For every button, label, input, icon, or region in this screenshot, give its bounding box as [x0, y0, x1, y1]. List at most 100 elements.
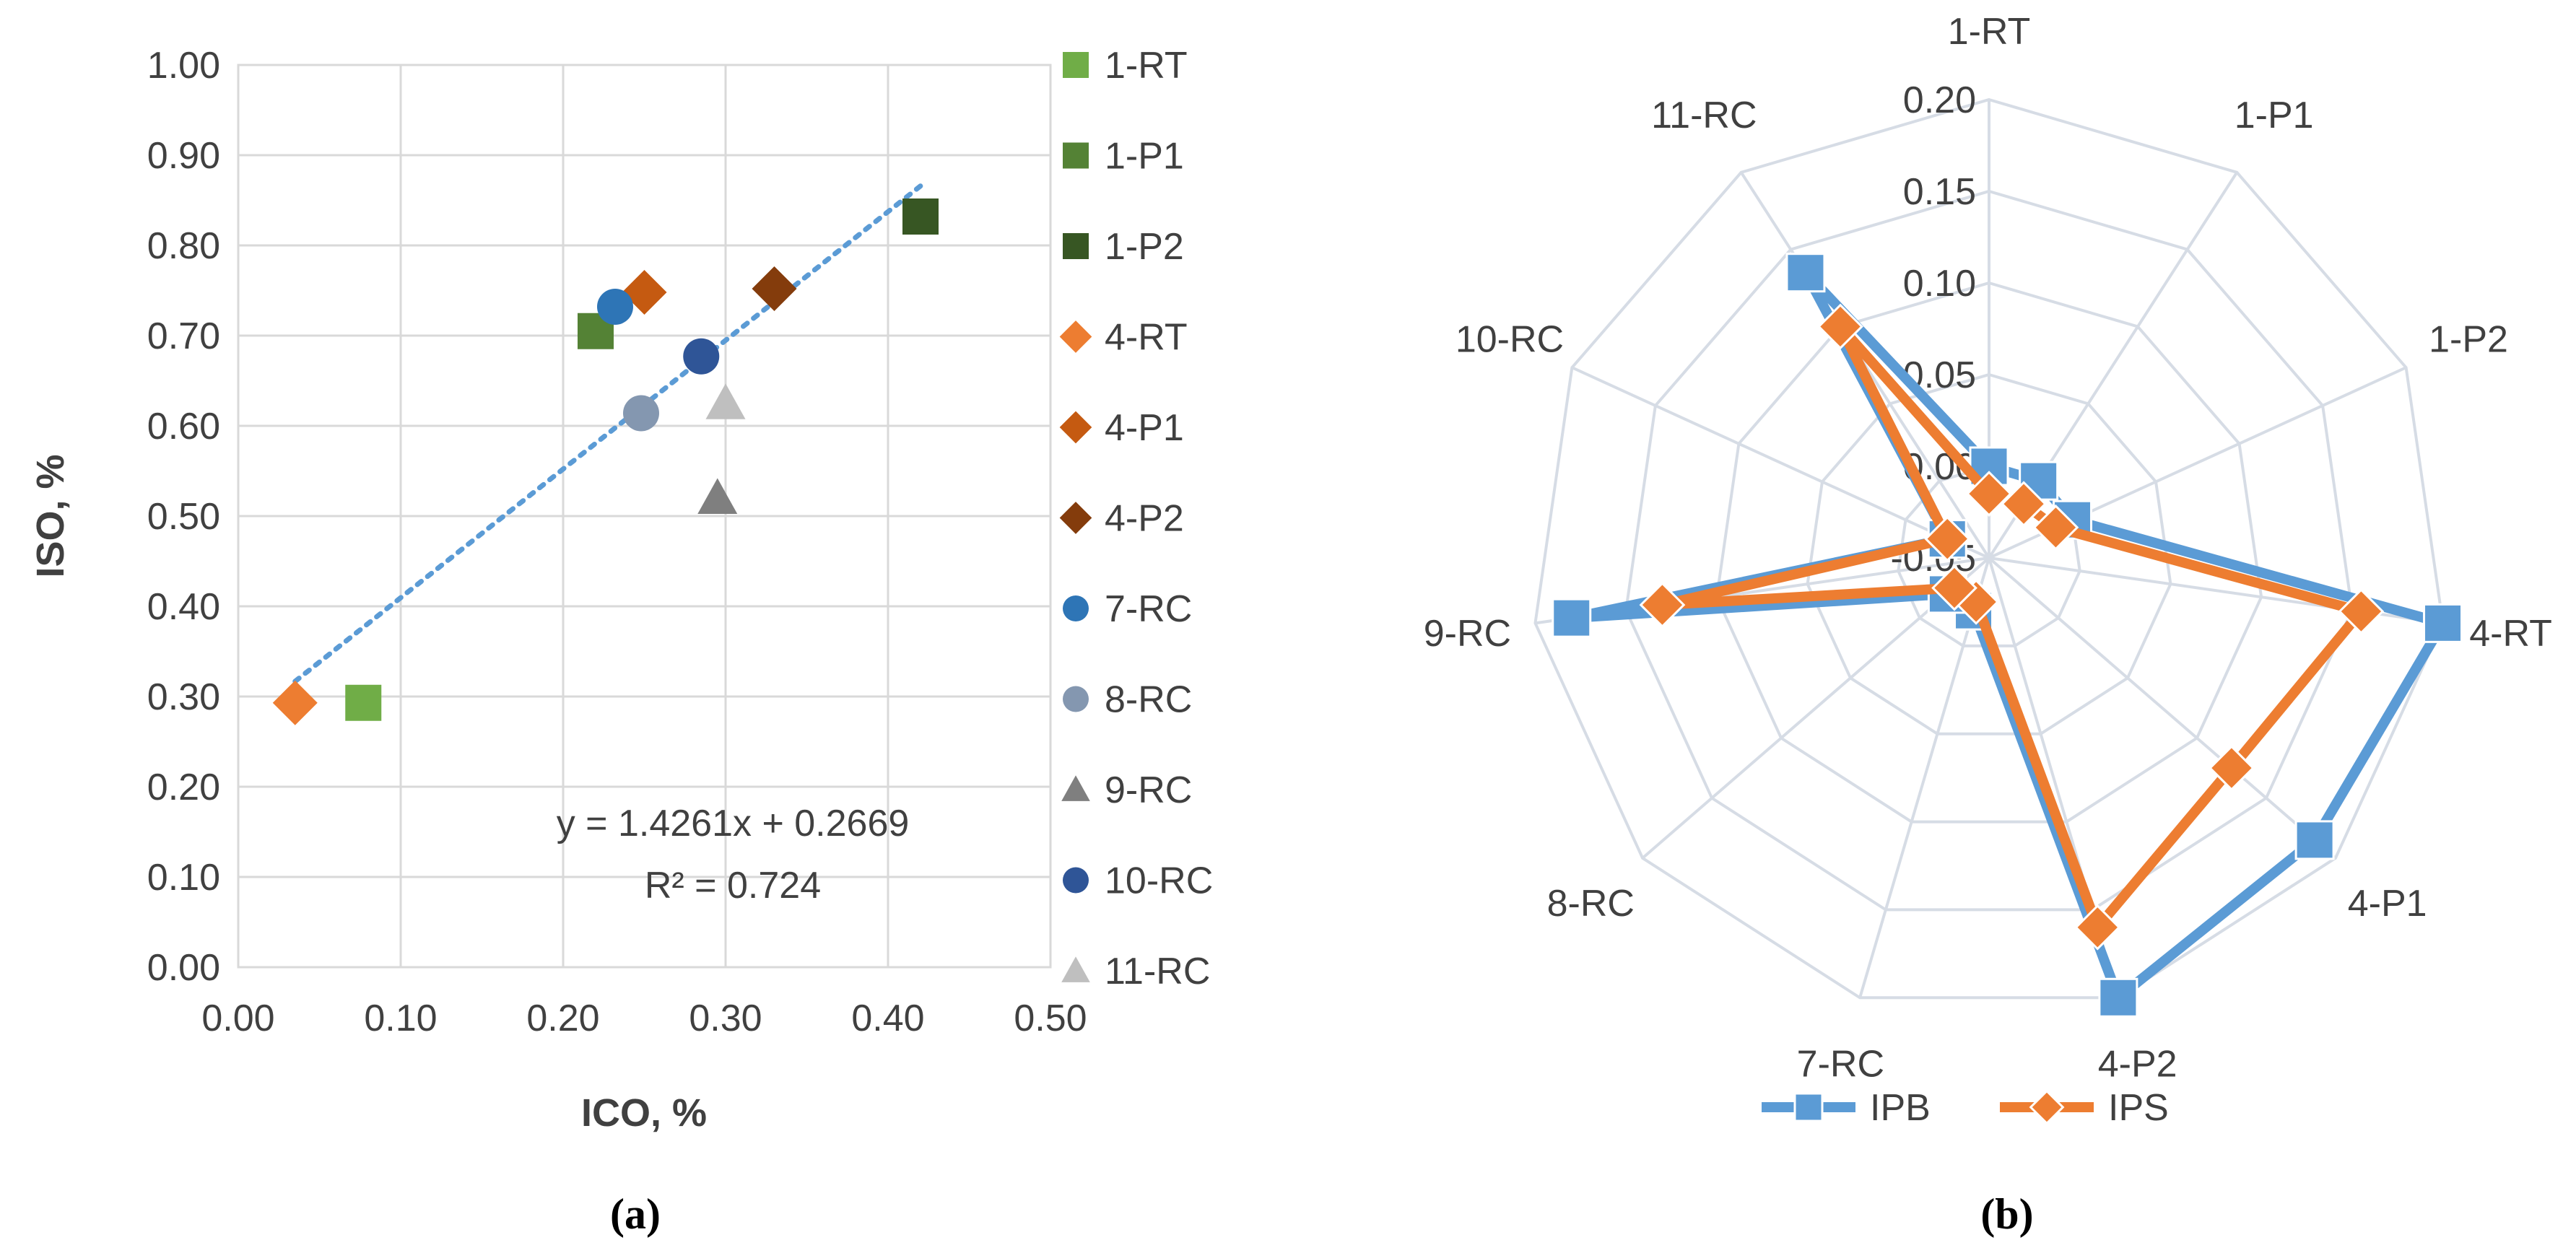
panel-label-a: (a): [610, 1190, 661, 1238]
scatter-point-10-rc: [683, 338, 720, 375]
scatter-x-axis-title: ICO, %: [581, 1091, 707, 1135]
radar-point-ipb-4-rt: [2423, 603, 2463, 643]
radar-category-9-rc: 9-RC: [1424, 613, 1511, 655]
legend-label-ipb: IPB: [1870, 1087, 1931, 1129]
radar-category-1-p2: 1-P2: [2429, 319, 2508, 361]
radar-series: [1552, 253, 2463, 1018]
legend-label-8-rc: 8-RC: [1105, 679, 1192, 721]
legend-marker-4-p1: [1059, 411, 1092, 444]
scatter-y-tick-label: 1.00: [147, 45, 220, 87]
scatter-y-tick-label: 0.10: [147, 857, 220, 899]
scatter-y-tick-labels: 0.00 0.10 0.20 0.30 0.40 0.50 0.60 0.70 0.80 0.90…: [147, 45, 220, 989]
scatter-x-tick-label: 0.10: [364, 997, 437, 1039]
radar-category-labels: 1-RT 1-P1 1-P2 4-RT 4-P1 4-P2 7-RC 8-RC 9-RC 10-R…: [1424, 11, 2552, 1085]
legend-marker-1-p1: [1063, 142, 1089, 169]
scatter-point-1-p2: [902, 198, 939, 235]
radar-point-ips-9-rc: [1639, 582, 1686, 628]
scatter-point-9-rc: [697, 478, 738, 514]
scatter-legend: 1-RT 1-P1 1-P2 4-RT 4-P1 4-P2 7-RC 8-RC 9-RC 10-R…: [1059, 45, 1213, 992]
scatter-y-tick-label: 0.70: [147, 315, 220, 357]
radar-tick-label: 0.10: [1903, 263, 1976, 305]
legend-marker-10-rc: [1063, 867, 1089, 894]
legend-marker-4-rt: [1059, 320, 1092, 353]
radar-point-ips-8-rc: [1931, 564, 1977, 611]
legend-label-4-rt: 4-RT: [1105, 317, 1188, 359]
radar-category-10-rc: 10-RC: [1455, 319, 1564, 361]
legend-marker-8-rc: [1063, 686, 1089, 712]
legend-label-1-p1: 1-P1: [1105, 136, 1184, 178]
radar-legend: IPB IPS: [1762, 1087, 2169, 1129]
radar-category-1-rt: 1-RT: [1948, 11, 2031, 53]
legend-marker-ips: [2029, 1089, 2065, 1125]
radar-point-ipb-9-rc: [1552, 598, 1592, 638]
scatter-y-tick-label: 0.90: [147, 135, 220, 177]
legend-marker-1-rt: [1063, 52, 1089, 78]
panel-label-b: (b): [1980, 1190, 2033, 1238]
scatter-x-tick-labels: 0.00 0.10 0.20 0.30 0.40 0.50: [201, 997, 1087, 1039]
legend-label-1-rt: 1-RT: [1105, 45, 1188, 87]
scatter-x-tick-label: 0.00: [201, 997, 274, 1039]
radar-chart: -0.050.000.050.100.150.20 1-RT1-P11-P24-…: [1424, 11, 2552, 1238]
trendline-r-squared: R² = 0.724: [645, 865, 821, 907]
legend-marker-ipb: [1793, 1092, 1824, 1122]
trendline: [292, 183, 923, 684]
legend-marker-11-rc: [1061, 956, 1090, 982]
scatter-x-tick-label: 0.50: [1014, 997, 1087, 1039]
radar-category-1-p1: 1-P1: [2235, 95, 2314, 136]
radar-category-4-p2: 4-P2: [2098, 1043, 2177, 1085]
legend-label-9-rc: 9-RC: [1105, 769, 1192, 811]
scatter-point-4-p2: [752, 266, 797, 311]
scatter-y-tick-label: 0.80: [147, 225, 220, 267]
scatter-x-tick-label: 0.20: [526, 997, 599, 1039]
scatter-y-tick-label: 0.20: [147, 767, 220, 808]
radar-point-ips-10-rc: [1924, 515, 1971, 562]
scatter-y-tick-label: 0.40: [147, 586, 220, 628]
radar-point-ips-4-p1: [2209, 745, 2255, 791]
radar-point-ipb-4-p1: [2294, 820, 2335, 860]
legend-label-4-p2: 4-P2: [1105, 498, 1184, 540]
radar-line-ips: [1657, 321, 2367, 933]
legend-label-10-rc: 10-RC: [1105, 860, 1213, 902]
radar-category-7-rc: 7-RC: [1797, 1043, 1884, 1085]
scatter-point-11-rc: [705, 383, 746, 419]
radar-ring: [1533, 97, 2445, 1000]
scatter-x-tick-label: 0.30: [689, 997, 762, 1039]
radar-point-ips-1-rt: [1966, 471, 2012, 517]
legend-label-7-rc: 7-RC: [1105, 588, 1192, 630]
legend-marker-4-p2: [1059, 502, 1092, 534]
radar-category-4-rt: 4-RT: [2469, 613, 2552, 655]
radar-gridlines: [1533, 97, 2445, 1000]
legend-label-ips: IPS: [2108, 1087, 2169, 1129]
legend-marker-1-p2: [1063, 233, 1089, 259]
radar-point-ips-4-rt: [2338, 588, 2385, 634]
radar-ring: [1715, 281, 2263, 824]
radar-category-4-p1: 4-P1: [2348, 883, 2427, 925]
scatter-y-axis-title: ISO, %: [29, 454, 72, 577]
scatter-point-8-rc: [623, 395, 659, 432]
radar-tick-label: 0.20: [1903, 79, 1976, 121]
radar-point-ipb-11-rc: [1785, 253, 1826, 293]
scatter-points: [272, 198, 939, 725]
scatter-x-tick-label: 0.40: [851, 997, 924, 1039]
scatter-gridlines: [237, 64, 1052, 969]
legend-label-11-rc: 11-RC: [1105, 951, 1210, 992]
radar-spoke: [1858, 557, 1990, 998]
legend-label-1-p2: 1-P2: [1105, 226, 1184, 268]
trendline-equation: y = 1.4261x + 0.2669: [557, 803, 910, 844]
scatter-y-tick-label: 0.50: [147, 496, 220, 538]
radar-spoke: [1988, 556, 2337, 860]
scatter-point-7-rc: [597, 289, 633, 325]
radar-ring: [1624, 189, 2354, 912]
radar-point-ipb-4-p2: [2098, 977, 2138, 1018]
scatter-y-tick-label: 0.60: [147, 406, 220, 448]
radar-ring: [1806, 372, 2172, 735]
scatter-point-1-rt: [345, 684, 382, 721]
radar-category-8-rc: 8-RC: [1547, 883, 1635, 925]
radar-point-ips-1-p1: [2001, 481, 2047, 528]
legend-label-4-p1: 4-P1: [1105, 407, 1184, 449]
scatter-y-tick-label: 0.00: [147, 947, 220, 989]
scatter-point-4-rt: [272, 680, 318, 725]
radar-spoke: [1571, 366, 1990, 559]
legend-marker-9-rc: [1061, 775, 1090, 801]
